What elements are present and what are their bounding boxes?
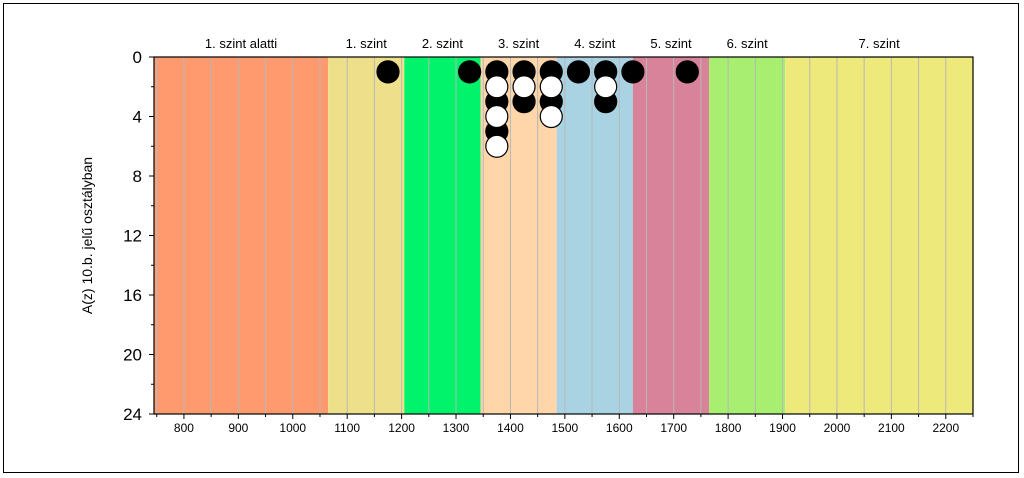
point-open xyxy=(485,104,509,129)
band-label-6: 5. szint xyxy=(650,36,692,51)
y-tick-label: 12 xyxy=(123,227,142,246)
band-label-7: 6. szint xyxy=(727,36,769,51)
x-tick-label: 1100 xyxy=(334,421,360,435)
y-tick-label: 0 xyxy=(133,48,142,67)
band-label-3: 2. szint xyxy=(422,36,464,51)
band-7 xyxy=(709,57,786,414)
y-axis-label: A(z) 10.b. jelű osztályban xyxy=(79,157,95,314)
y-tick-label: 20 xyxy=(123,346,142,365)
data-points xyxy=(376,60,699,158)
x-tick-label: 1000 xyxy=(279,421,306,435)
point-filled xyxy=(675,60,699,84)
point-open xyxy=(539,75,563,99)
y-tick-label: 24 xyxy=(123,405,142,424)
band-label-4: 3. szint xyxy=(498,36,540,51)
y-tick-label: 8 xyxy=(133,167,142,186)
band-label-2: 1. szint xyxy=(346,36,388,51)
y-tick-label: 4 xyxy=(133,108,142,127)
x-tick-label: 1500 xyxy=(552,421,579,435)
band-8 xyxy=(785,57,973,414)
point-open xyxy=(485,75,509,99)
x-tick-label: 1600 xyxy=(606,421,633,435)
band-label-1: 1. szint alatti xyxy=(205,36,277,51)
point-filled xyxy=(376,60,400,84)
x-tick-label: 2100 xyxy=(878,421,905,435)
band-label-5: 4. szint xyxy=(574,36,616,51)
band-labels: 1. szint alatti 1. szint 2. szint 3. szint 4… xyxy=(205,36,900,51)
band-6 xyxy=(632,57,710,414)
point-open xyxy=(485,134,509,158)
x-tick-label: 900 xyxy=(228,421,248,435)
y-tick-label: 16 xyxy=(123,286,142,305)
band-3 xyxy=(404,57,481,414)
band-5 xyxy=(556,57,633,414)
grid-lines xyxy=(156,57,947,414)
x-tick-label: 1800 xyxy=(715,421,742,435)
x-tick-label: 1700 xyxy=(660,421,687,435)
x-tick-label: 1900 xyxy=(769,421,796,435)
x-tick-label: 2200 xyxy=(932,421,959,435)
x-tick-label: 1200 xyxy=(388,421,415,435)
x-tick-label: 1400 xyxy=(497,421,524,435)
band-2 xyxy=(328,57,405,414)
band-1 xyxy=(154,57,329,414)
band-label-8: 7. szint xyxy=(859,36,901,51)
point-filled xyxy=(458,60,482,84)
x-tick-label: 1300 xyxy=(443,421,470,435)
point-filled xyxy=(621,60,645,84)
x-tick-label: 2000 xyxy=(824,421,851,435)
point-open xyxy=(539,104,563,129)
x-tick-label: 800 xyxy=(174,421,194,435)
axes: 800 900 1000 1100 1200 1300 1400 1500 1600 1700 18… xyxy=(123,48,974,435)
point-open xyxy=(512,75,536,99)
point-open xyxy=(594,75,618,99)
level-bands xyxy=(154,57,973,414)
point-filled xyxy=(566,60,591,84)
